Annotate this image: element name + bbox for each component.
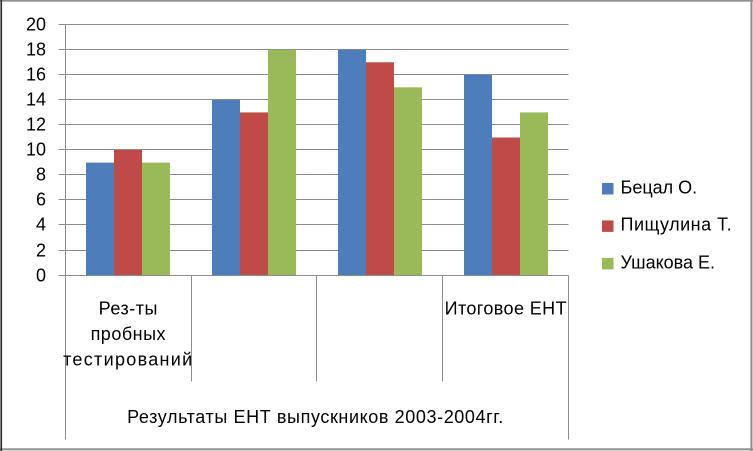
svg-text:Итоговое ЕНТ: Итоговое ЕНТ bbox=[445, 299, 567, 319]
svg-text:2: 2 bbox=[36, 241, 46, 261]
svg-text:Рез-ты: Рез-ты bbox=[99, 299, 158, 319]
svg-text:12: 12 bbox=[26, 115, 46, 135]
svg-text:Бецал О.: Бецал О. bbox=[621, 177, 698, 197]
svg-text:пробных: пробных bbox=[91, 324, 166, 344]
svg-text:16: 16 bbox=[26, 65, 46, 85]
svg-text:Пищулина Т.: Пищулина Т. bbox=[621, 215, 733, 235]
svg-text:Ушакова Е.: Ушакова Е. bbox=[621, 253, 716, 273]
svg-text:тестирований: тестирований bbox=[63, 350, 193, 370]
svg-text:10: 10 bbox=[26, 140, 46, 160]
svg-text:18: 18 bbox=[26, 40, 46, 60]
svg-text:Результаты ЕНТ выпускников 200: Результаты ЕНТ выпускников 2003-2004гг. bbox=[127, 407, 504, 427]
svg-text:14: 14 bbox=[26, 90, 46, 110]
svg-text:6: 6 bbox=[36, 190, 46, 210]
svg-text:4: 4 bbox=[36, 215, 46, 235]
svg-text:0: 0 bbox=[36, 266, 46, 286]
svg-text:20: 20 bbox=[26, 15, 46, 35]
svg-text:8: 8 bbox=[36, 165, 46, 185]
